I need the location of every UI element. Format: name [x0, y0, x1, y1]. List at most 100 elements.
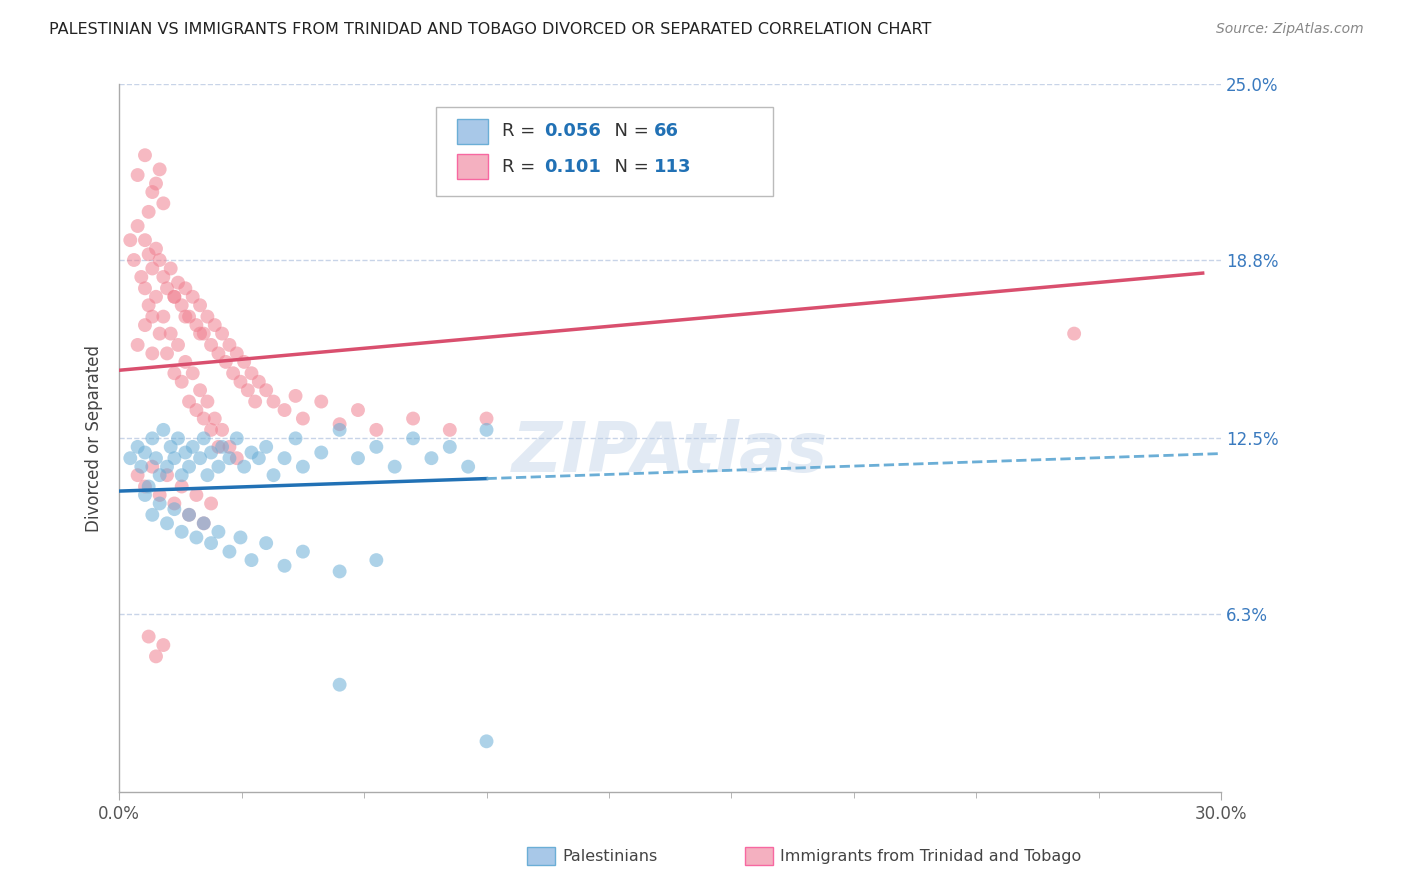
Point — [127, 468, 149, 483]
Point — [384, 459, 406, 474]
Point — [152, 310, 174, 324]
Point — [163, 366, 186, 380]
Point — [291, 459, 314, 474]
Point — [222, 366, 245, 380]
Point — [149, 496, 172, 510]
Point — [475, 734, 498, 748]
Point — [138, 630, 160, 644]
Point — [163, 290, 186, 304]
Point — [156, 459, 179, 474]
Point — [163, 290, 186, 304]
Point — [204, 318, 226, 332]
Point — [163, 451, 186, 466]
Point — [152, 196, 174, 211]
Point — [240, 445, 263, 459]
Point — [475, 411, 498, 425]
Point — [263, 394, 285, 409]
Text: Palestinians: Palestinians — [562, 849, 658, 863]
Point — [193, 431, 215, 445]
Point — [475, 423, 498, 437]
Point — [134, 148, 156, 162]
Text: R =: R = — [502, 158, 541, 176]
Text: 113: 113 — [654, 158, 692, 176]
Point — [193, 411, 215, 425]
Text: PALESTINIAN VS IMMIGRANTS FROM TRINIDAD AND TOBAGO DIVORCED OR SEPARATED CORRELA: PALESTINIAN VS IMMIGRANTS FROM TRINIDAD … — [49, 22, 932, 37]
Point — [159, 261, 181, 276]
Point — [233, 355, 256, 369]
Point — [156, 281, 179, 295]
Point — [177, 508, 200, 522]
Point — [170, 298, 193, 312]
Point — [218, 440, 240, 454]
Point — [366, 423, 388, 437]
Point — [177, 394, 200, 409]
Text: 66: 66 — [654, 122, 679, 140]
Point — [366, 553, 388, 567]
Point — [141, 431, 163, 445]
Point — [273, 558, 295, 573]
Point — [439, 423, 461, 437]
Point — [240, 553, 263, 567]
Point — [186, 318, 208, 332]
Point — [200, 445, 222, 459]
Point — [181, 440, 204, 454]
Point — [156, 468, 179, 483]
Point — [233, 459, 256, 474]
Point — [177, 310, 200, 324]
Point — [207, 440, 229, 454]
Point — [141, 261, 163, 276]
Point — [134, 445, 156, 459]
Point — [159, 440, 181, 454]
Point — [402, 431, 425, 445]
Point — [254, 440, 277, 454]
Text: N =: N = — [603, 122, 655, 140]
Point — [188, 326, 211, 341]
Point — [218, 544, 240, 558]
Point — [329, 423, 352, 437]
Point — [156, 516, 179, 531]
Point — [420, 451, 443, 466]
Point — [159, 326, 181, 341]
Point — [218, 451, 240, 466]
Point — [273, 451, 295, 466]
Point — [329, 678, 352, 692]
Point — [347, 451, 370, 466]
Point — [141, 185, 163, 199]
Point — [186, 531, 208, 545]
Text: 0.056: 0.056 — [544, 122, 600, 140]
Point — [163, 496, 186, 510]
Point — [174, 445, 197, 459]
Point — [211, 440, 233, 454]
Point — [149, 468, 172, 483]
Point — [402, 411, 425, 425]
Point — [174, 281, 197, 295]
Point — [366, 440, 388, 454]
Point — [127, 338, 149, 352]
Text: R =: R = — [502, 122, 541, 140]
Point — [329, 417, 352, 432]
Point — [329, 565, 352, 579]
Point — [215, 355, 238, 369]
Point — [197, 310, 219, 324]
Point — [145, 242, 167, 256]
Point — [200, 338, 222, 352]
Point — [170, 468, 193, 483]
Point — [188, 298, 211, 312]
Point — [247, 375, 270, 389]
Point — [152, 270, 174, 285]
Point — [204, 411, 226, 425]
Point — [207, 346, 229, 360]
Point — [149, 488, 172, 502]
Point — [207, 524, 229, 539]
Point — [138, 479, 160, 493]
Point — [170, 524, 193, 539]
Point — [236, 383, 259, 397]
Point — [141, 310, 163, 324]
Point — [291, 544, 314, 558]
Point — [254, 383, 277, 397]
Point — [138, 205, 160, 219]
Point — [193, 326, 215, 341]
Point — [181, 290, 204, 304]
Point — [229, 375, 252, 389]
Point — [186, 488, 208, 502]
